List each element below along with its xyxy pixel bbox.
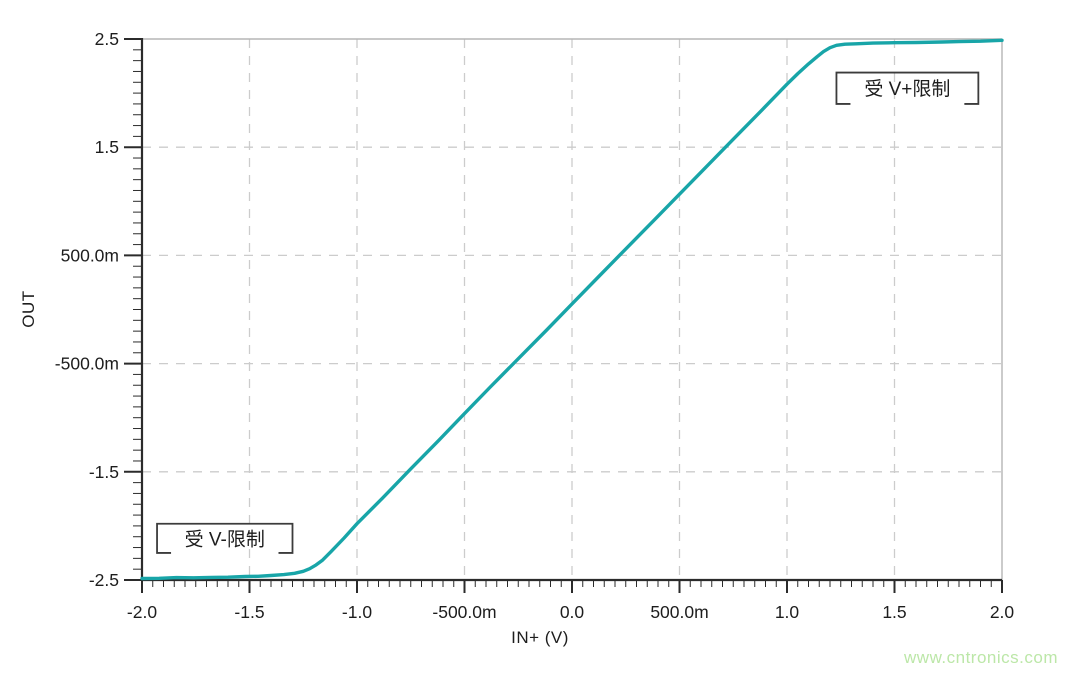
x-tick-label: 1.0 [775,602,800,622]
x-axis-title: IN+ (V) [511,628,569,647]
y-tick-label: 2.5 [95,29,119,49]
minor-ticks [133,49,992,587]
x-tick-label: 0.0 [560,602,585,622]
axis-lines [140,38,1002,582]
x-tick-label: -1.5 [234,602,264,622]
major-ticks [124,38,1003,593]
output-curve [140,38,1004,581]
y-tick-label: 500.0m [61,245,119,265]
plot-frame [142,38,1003,580]
y-axis-title: OUT [19,290,38,328]
x-tick-label: -1.0 [342,602,372,622]
x-tick-label: -500.0m [432,602,496,622]
x-tick-label: 500.0m [650,602,708,622]
annotation-label: 受 V+限制 [864,78,950,100]
y-tick-label: 1.5 [95,137,119,157]
y-tick-label: -2.5 [89,570,119,590]
annotation: 受 V-限制 [156,522,294,554]
y-tick-label: -1.5 [89,462,119,482]
y-tick-label: -500.0m [55,354,119,374]
annotation-label: 受 V-限制 [185,528,265,550]
watermark: www.cntronics.com [904,648,1058,667]
annotation-box [835,71,980,105]
x-tick-label: -2.0 [127,602,157,622]
x-tick-label: 2.0 [990,602,1015,622]
tick-labels: -2.0 -1.5 -1.0 -500.0m 0.0 500.0m 1.0 1.5 2.0 2.5… [55,29,1015,622]
annotation-box [156,522,294,554]
annotation: 受 V+限制 [835,71,980,105]
gridlines [142,39,1002,580]
x-tick-label: 1.5 [882,602,906,622]
